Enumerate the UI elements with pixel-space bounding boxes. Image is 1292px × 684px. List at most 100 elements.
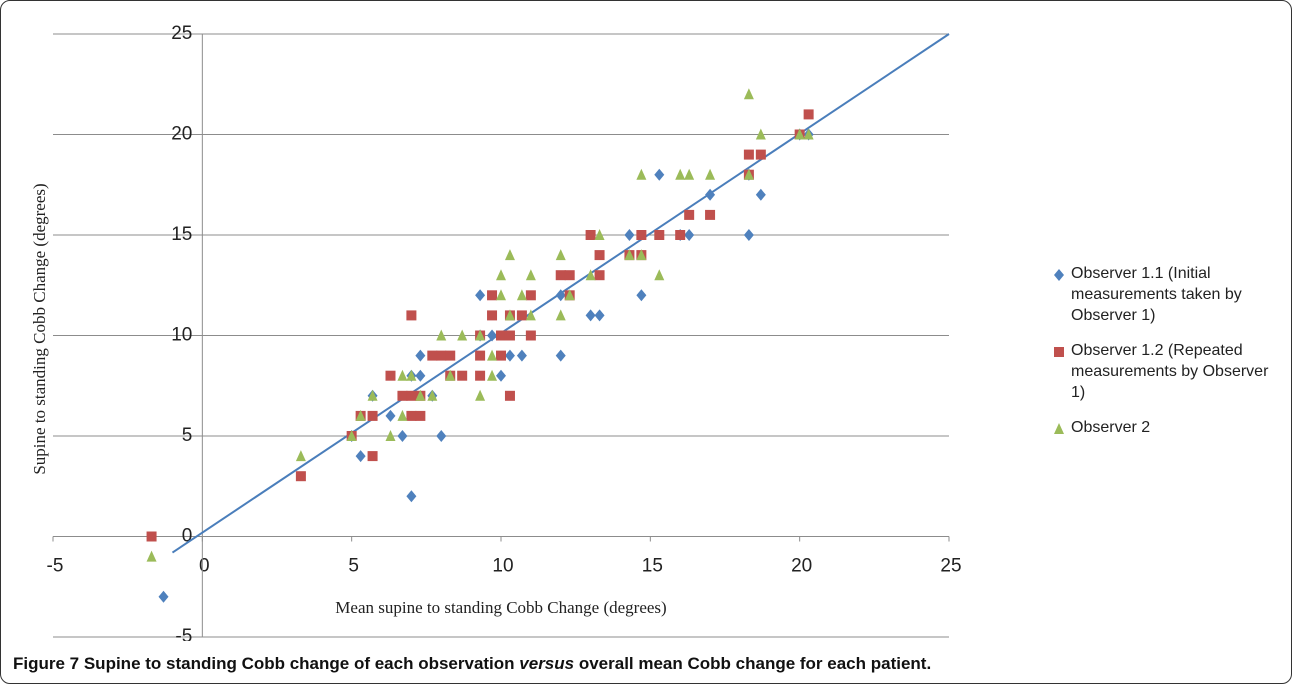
- marker: [1054, 347, 1064, 357]
- marker: [406, 410, 417, 421]
- marker: [743, 229, 754, 241]
- legend-item: Observer 1.2 (Repeated measurements by O…: [1053, 340, 1283, 403]
- marker: [445, 350, 456, 361]
- marker: [525, 309, 536, 321]
- marker: [397, 369, 408, 381]
- marker: [346, 430, 357, 441]
- y-tick-label: 25: [171, 23, 192, 44]
- marker: [355, 450, 366, 463]
- x-tick-label: 5: [348, 556, 359, 577]
- marker: [496, 350, 506, 361]
- marker: [496, 289, 506, 301]
- marker: [496, 269, 506, 281]
- caption-text: overall mean Cobb change for each patien…: [574, 654, 932, 673]
- y-tick-label: -5: [175, 626, 192, 641]
- y-tick-label: 20: [171, 124, 192, 145]
- legend-item: Observer 2: [1053, 417, 1283, 438]
- marker: [436, 430, 447, 442]
- marker: [594, 309, 605, 322]
- marker: [295, 450, 306, 462]
- marker: [487, 310, 498, 321]
- marker: [475, 389, 486, 401]
- caption-text: Supine to standing Cobb change of each o…: [79, 654, 520, 673]
- marker: [415, 349, 426, 362]
- marker: [585, 230, 596, 240]
- marker: [636, 230, 647, 240]
- marker: [564, 270, 575, 281]
- marker: [555, 249, 566, 261]
- marker: [475, 370, 486, 381]
- marker: [684, 168, 695, 180]
- marker: [445, 369, 456, 381]
- marker: [496, 369, 506, 382]
- marker: [146, 531, 157, 542]
- marker: [406, 490, 417, 503]
- marker: [705, 188, 716, 201]
- marker: [585, 269, 596, 281]
- x-tick-label: 0: [199, 556, 210, 577]
- marker: [406, 390, 417, 401]
- marker: [415, 369, 426, 382]
- marker: [504, 309, 515, 321]
- marker: [436, 350, 447, 361]
- marker: [397, 409, 408, 421]
- marker: [385, 370, 396, 381]
- marker: [367, 389, 378, 401]
- marker: [705, 209, 716, 220]
- marker: [496, 330, 506, 341]
- marker: [475, 289, 486, 302]
- marker: [594, 270, 605, 281]
- marker: [743, 149, 754, 160]
- marker: [755, 188, 766, 201]
- legend-swatch: [1054, 423, 1064, 434]
- legend-label: Observer 2: [1071, 419, 1151, 436]
- marker: [516, 289, 527, 301]
- marker: [1054, 269, 1064, 281]
- marker: [504, 330, 515, 341]
- caption-emphasis: versus: [519, 654, 575, 673]
- marker: [743, 168, 754, 180]
- legend-swatch: [1054, 269, 1064, 281]
- marker: [794, 128, 805, 140]
- marker: [594, 229, 605, 240]
- marker: [585, 309, 596, 322]
- marker: [415, 389, 426, 401]
- marker: [755, 149, 766, 160]
- marker: [555, 270, 566, 281]
- marker: [146, 550, 157, 562]
- marker: [355, 409, 366, 421]
- marker: [516, 349, 527, 362]
- marker: [406, 369, 417, 381]
- marker: [555, 309, 566, 321]
- x-tick-label: 15: [642, 556, 663, 577]
- marker: [555, 289, 566, 302]
- caption-label: Figure 7: [13, 654, 80, 673]
- legend-item: Observer 1.1 (Initial measurements taken…: [1053, 263, 1283, 326]
- marker: [564, 289, 575, 301]
- marker: [1054, 423, 1064, 434]
- marker: [475, 329, 486, 341]
- marker: [475, 350, 486, 361]
- marker: [487, 329, 498, 342]
- marker: [743, 88, 754, 100]
- marker: [636, 168, 647, 180]
- marker: [654, 269, 665, 281]
- marker: [504, 349, 515, 362]
- marker: [803, 128, 814, 140]
- marker: [525, 330, 536, 341]
- marker: [436, 329, 447, 341]
- legend: Observer 1.1 (Initial measurements taken…: [1053, 263, 1283, 452]
- marker: [624, 249, 635, 261]
- x-tick-label: -5: [47, 556, 64, 577]
- marker: [415, 410, 426, 421]
- marker: [367, 451, 378, 462]
- marker: [525, 290, 536, 301]
- marker: [487, 349, 498, 361]
- marker: [504, 249, 515, 261]
- marker: [525, 269, 536, 281]
- marker: [636, 289, 647, 302]
- marker: [594, 250, 605, 261]
- y-tick-label: 5: [182, 425, 193, 446]
- marker: [487, 290, 498, 301]
- legend-swatch: [1054, 347, 1064, 357]
